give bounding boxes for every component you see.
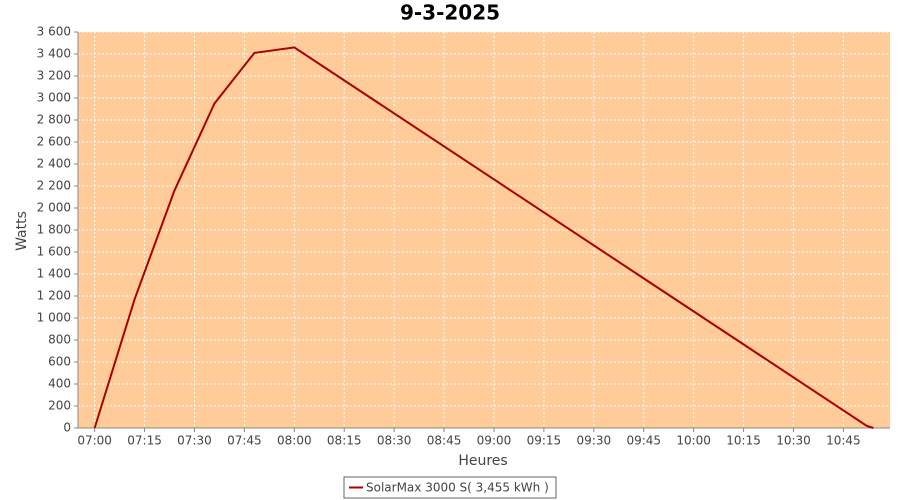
x-tick-label: 07:45 <box>227 434 262 448</box>
x-tick-label: 10:00 <box>676 434 711 448</box>
x-tick-label: 07:00 <box>77 434 112 448</box>
y-tick-label: 2 200 <box>37 179 71 193</box>
x-tick-label: 08:00 <box>277 434 312 448</box>
y-tick-label: 2 400 <box>37 157 71 171</box>
y-tick-label: 2 600 <box>37 135 71 149</box>
legend-label: SolarMax 3000 S( 3,455 kWh ) <box>366 481 549 495</box>
y-tick-label: 2 000 <box>37 201 71 215</box>
x-axis-label: Heures <box>458 453 507 469</box>
x-tick-label: 09:45 <box>626 434 661 448</box>
x-tick-label: 07:15 <box>127 434 162 448</box>
legend-box <box>343 476 557 499</box>
x-tick-label: 10:15 <box>726 434 761 448</box>
series-line <box>93 46 874 429</box>
x-tick-label: 08:30 <box>377 434 412 448</box>
chart-title: 9-3-2025 <box>400 1 500 25</box>
x-tick-label: 09:15 <box>527 434 562 448</box>
y-tick-label: 3 000 <box>37 91 71 105</box>
y-axis-label: Watts <box>14 211 30 251</box>
y-tick-label: 1 400 <box>37 267 71 281</box>
y-tick-label: 400 <box>48 377 71 391</box>
y-tick-label: 1 000 <box>37 311 71 325</box>
y-tick-label: 200 <box>48 399 71 413</box>
y-tick-label: 1 600 <box>37 245 71 259</box>
x-tick-label: 10:45 <box>826 434 861 448</box>
y-tick-label: 3 600 <box>37 25 71 39</box>
y-tick-label: 1 200 <box>37 289 71 303</box>
x-tick-label: 10:30 <box>776 434 811 448</box>
x-tick-label: 08:45 <box>427 434 462 448</box>
y-tick-label: 600 <box>48 355 71 369</box>
y-tick-label: 1 800 <box>37 223 71 237</box>
y-tick-label: 800 <box>48 333 71 347</box>
y-tick-label: 2 800 <box>37 113 71 127</box>
x-tick-label: 07:30 <box>177 434 212 448</box>
x-tick-label: 09:30 <box>577 434 612 448</box>
y-tick-label: 0 <box>63 421 71 435</box>
x-tick-label: 08:15 <box>327 434 362 448</box>
y-tick-label: 3 400 <box>37 47 71 61</box>
y-tick-label: 3 200 <box>37 69 71 83</box>
x-tick-label: 09:00 <box>477 434 512 448</box>
